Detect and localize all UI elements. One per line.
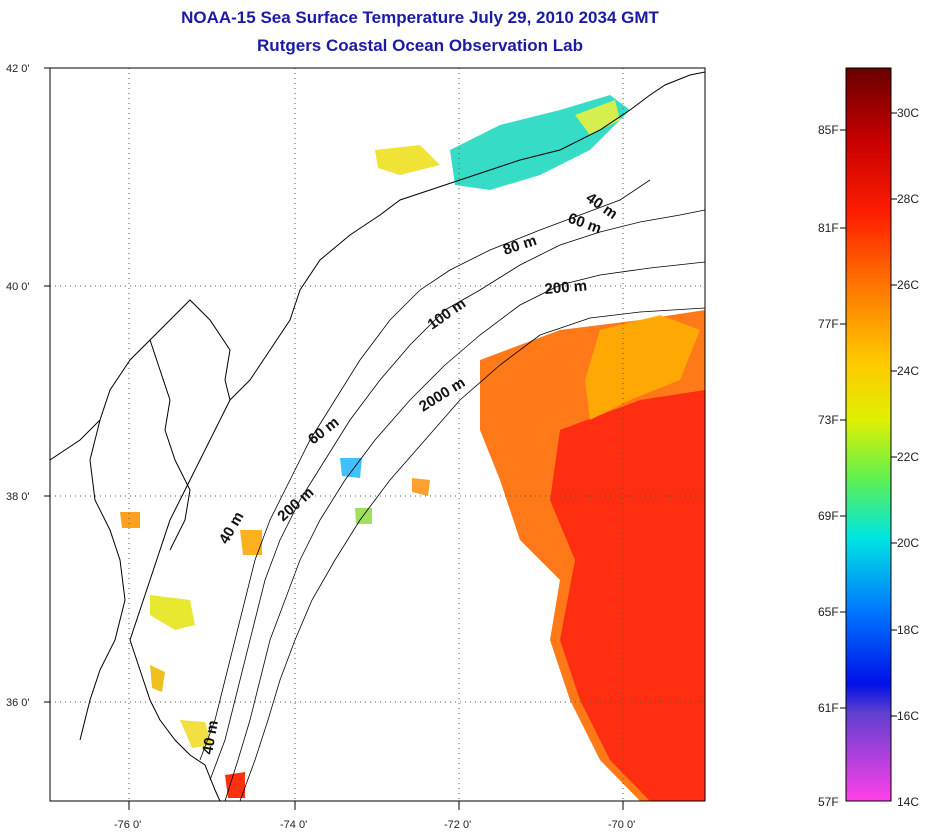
sst-patch: [150, 595, 195, 630]
sst-patch: [150, 665, 165, 692]
colorbar-f-label: 69F: [818, 509, 839, 523]
colorbar-f-label: 77F: [818, 317, 839, 331]
lon-label: -72 0': [444, 819, 471, 831]
sst-patch: [120, 512, 140, 528]
tick-marks: [44, 67, 624, 810]
coastline: [50, 71, 705, 801]
lat-label: 38 0': [6, 491, 30, 503]
colorbar-f-label: 61F: [818, 701, 839, 715]
colorbar-c-label: 22C: [897, 450, 919, 464]
lon-label: -70 0': [608, 819, 635, 831]
colorbar-f-label: 81F: [818, 221, 839, 235]
contour-label: 40 m: [199, 719, 222, 756]
colorbar-c-label: 26C: [897, 278, 919, 292]
sst-yellow-ne-patch: [575, 100, 620, 135]
colorbar-f-label: 85F: [818, 123, 839, 137]
sst-patch: [240, 530, 262, 555]
isobath-200m: [224, 261, 705, 801]
sst-patch: [340, 458, 362, 478]
sst-patch: [412, 478, 430, 496]
sst-patch: [180, 720, 212, 748]
isobath-2000m: [239, 307, 705, 801]
colorbar-f-label: 73F: [818, 413, 839, 427]
colorbar-c-label: 14C: [897, 795, 919, 809]
colorbar-ticks: [840, 112, 897, 717]
lat-label: 40 0': [6, 281, 30, 293]
lon-label: -74 0': [280, 819, 307, 831]
colorbar-c-label: 30C: [897, 106, 919, 120]
graticule: [50, 68, 705, 801]
sst-hot-region: [550, 390, 705, 801]
sst-yellow-inshore-patch: [375, 145, 440, 175]
sst-yellow-patch: [585, 315, 700, 420]
lat-label: 36 0': [6, 697, 30, 709]
lon-label: -76 0': [114, 819, 141, 831]
colorbar-f-label: 65F: [818, 605, 839, 619]
map-title: NOAA-15 Sea Surface Temperature July 29,…: [181, 8, 659, 27]
isobath-40m: [199, 179, 651, 761]
colorbar-c-label: 24C: [897, 364, 919, 378]
map-frame: [49, 67, 706, 802]
colorbar-f-label: 57F: [818, 795, 839, 809]
colorbar: [845, 67, 892, 802]
colorbar-c-label: 16C: [897, 709, 919, 723]
lat-label: 42 0': [6, 63, 30, 75]
sst-patch: [225, 772, 245, 798]
colorbar-c-label: 18C: [897, 623, 919, 637]
map-subtitle: Rutgers Coastal Ocean Observation Lab: [257, 36, 583, 55]
isobath-60m: [209, 209, 705, 781]
contour-label: 200 m: [544, 277, 588, 298]
colorbar-c-label: 28C: [897, 192, 919, 206]
colorbar-c-label: 20C: [897, 536, 919, 550]
